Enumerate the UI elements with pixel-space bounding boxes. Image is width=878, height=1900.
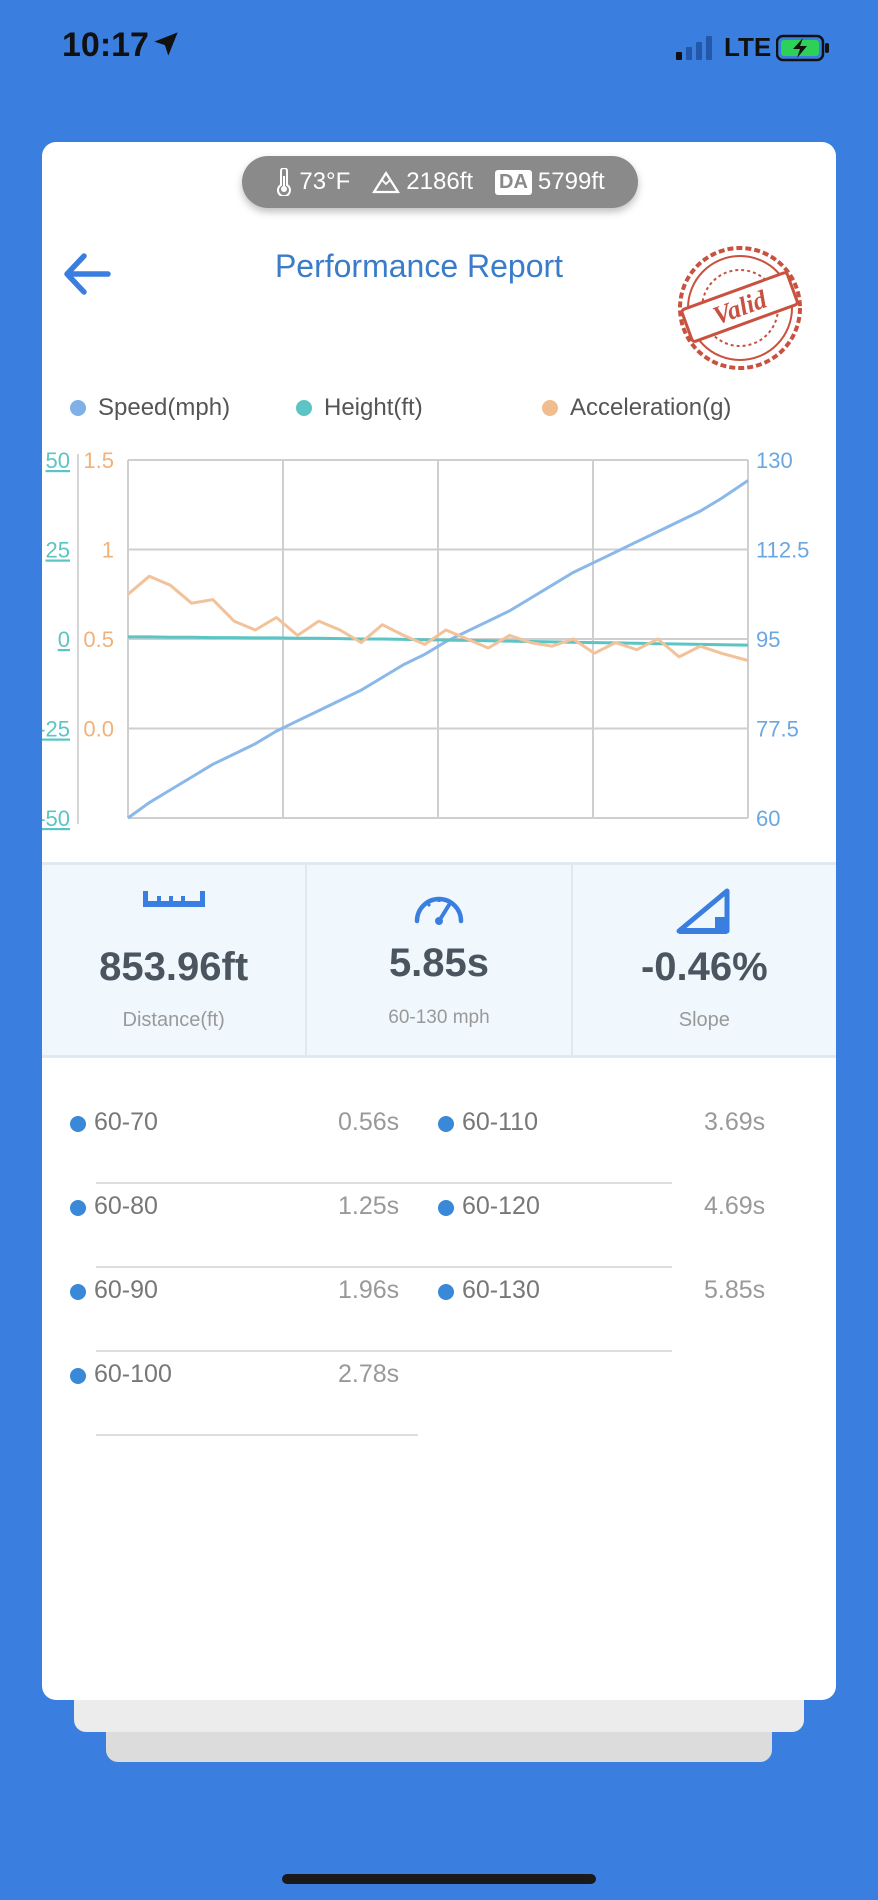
- list-item: 60-90 1.96s: [70, 1270, 418, 1352]
- split-time: 2.78s: [338, 1360, 400, 1388]
- conditions-pill: 73°F 2186ft DA 5799ft: [242, 156, 638, 208]
- list-item: 60-100 2.78s: [70, 1354, 418, 1436]
- legend-dot-height: [296, 400, 312, 416]
- split-range: 60-100: [94, 1360, 172, 1388]
- split-range: 60-130: [462, 1276, 540, 1304]
- elapsed-time-value: 5.85s: [388, 941, 490, 985]
- legend-dot-acceleration: [542, 400, 558, 416]
- list-item: 60-130 5.85s: [382, 1270, 818, 1352]
- altitude-value: 2186ft: [406, 168, 474, 195]
- home-indicator[interactable]: [282, 1874, 596, 1884]
- da-badge: DA: [495, 169, 532, 195]
- right-tick-label: 95: [756, 627, 780, 652]
- left-outer-tick-label: 50: [46, 448, 70, 473]
- right-tick-label: 77.5: [756, 717, 799, 742]
- mountain-icon: [372, 170, 401, 194]
- list-item: 60-80 1.25s: [70, 1186, 418, 1268]
- split-dot: [70, 1368, 86, 1384]
- performance-chart: 50 25 0 -25 -50 1.5 1 0.5 0.0 130 112.5 95 77.5 60: [42, 448, 809, 831]
- split-dot: [70, 1200, 86, 1216]
- right-tick-label: 60: [756, 806, 780, 831]
- page-title-text: Performance Report: [274, 248, 564, 284]
- split-dot: [438, 1116, 454, 1132]
- left-inner-tick-label: 0.0: [83, 717, 114, 742]
- slope-icon: [676, 888, 730, 934]
- temperature-value: 73°F: [299, 168, 351, 195]
- valid-stamp-icon: Valid: [678, 246, 802, 370]
- legend-label-speed: Speed(mph): [98, 394, 231, 421]
- split-dot: [438, 1200, 454, 1216]
- left-inner-tick-label: 1: [102, 538, 114, 563]
- density-altitude-value: 5799ft: [537, 168, 605, 195]
- page-title: Performance Report: [42, 248, 836, 285]
- split-dot: [70, 1116, 86, 1132]
- stat-distance: 853.96ft Distance(ft): [42, 865, 305, 1055]
- left-outer-tick-label: 0: [58, 627, 70, 652]
- left-inner-tick-label: 0.5: [83, 627, 114, 652]
- split-time: 4.69s: [704, 1192, 766, 1220]
- split-range: 60-120: [462, 1192, 540, 1220]
- distance-label: Distance(ft): [122, 1009, 225, 1031]
- right-tick-label: 112.5: [756, 538, 809, 563]
- split-time: 1.96s: [338, 1276, 400, 1304]
- split-range: 60-70: [94, 1108, 158, 1136]
- status-time: 10:17: [62, 26, 149, 64]
- location-arrow-icon: [154, 32, 178, 56]
- left-outer-tick-label: 25: [46, 538, 70, 563]
- legend-item-height: Height(ft): [296, 394, 423, 422]
- altitude-item: 2186ft: [372, 168, 473, 196]
- split-divider: [96, 1434, 418, 1436]
- split-divider: [382, 1182, 672, 1184]
- split-time: 5.85s: [704, 1276, 766, 1304]
- split-divider: [96, 1266, 418, 1268]
- legend-dot-speed: [70, 400, 86, 416]
- left-outer-tick-label: -25: [42, 717, 70, 742]
- legend-item-acceleration: Acceleration(g): [542, 394, 731, 422]
- signal-icon: [676, 36, 712, 60]
- split-range: 60-80: [94, 1192, 158, 1220]
- split-range: 60-110: [462, 1108, 538, 1136]
- split-dot: [70, 1284, 86, 1300]
- left-outer-tick-label: -50: [42, 806, 70, 831]
- slope-value: -0.46%: [640, 945, 768, 989]
- split-time: 3.69s: [704, 1108, 766, 1136]
- network-type: LTE: [724, 32, 772, 62]
- legend-label-acceleration: Acceleration(g): [570, 394, 732, 421]
- list-item: 60-110 3.69s: [382, 1102, 818, 1184]
- ruler-icon: [142, 891, 205, 907]
- slope-label: Slope: [678, 1009, 730, 1031]
- elapsed-time-label: 60-130 mph: [388, 1007, 490, 1028]
- split-divider: [96, 1350, 418, 1352]
- series-line-speed-mph: [127, 479, 749, 820]
- left-inner-tick-label: 1.5: [83, 448, 114, 473]
- list-item: 60-70 0.56s: [70, 1102, 418, 1184]
- speedometer-icon: [414, 896, 464, 925]
- density-altitude-item: DA 5799ft: [495, 168, 605, 196]
- split-range: 60-90: [94, 1276, 158, 1304]
- legend-item-speed: Speed(mph): [70, 394, 230, 422]
- battery-charging-icon: [776, 34, 829, 62]
- series-line-height-ft: [128, 635, 749, 647]
- status-bar: 10:17 LTE: [0, 0, 878, 100]
- split-time: 1.25s: [338, 1192, 400, 1220]
- chart-legend: Speed(mph) Height(ft) Acceleration(g): [62, 394, 822, 430]
- back-arrow-icon[interactable]: [60, 244, 120, 304]
- series-line-acceleration-g: [127, 574, 749, 662]
- legend-label-height: Height(ft): [324, 394, 423, 421]
- split-dot: [438, 1284, 454, 1300]
- split-time: 0.56s: [338, 1108, 400, 1136]
- split-divider: [96, 1182, 418, 1184]
- stats-panel: 853.96ft Distance(ft) 5.85s 60-130 mph -…: [42, 862, 836, 1058]
- report-card: 73°F 2186ft DA 5799ft Performance Report…: [42, 142, 836, 1700]
- split-divider: [382, 1266, 672, 1268]
- split-divider: [382, 1350, 672, 1352]
- stat-elapsed-time: 5.85s 60-130 mph: [305, 865, 570, 1055]
- stat-slope: -0.46% Slope: [570, 865, 836, 1055]
- thermometer-icon: [277, 168, 292, 196]
- temperature-item: 73°F: [275, 168, 350, 196]
- distance-value: 853.96ft: [99, 945, 249, 989]
- list-item: 60-120 4.69s: [382, 1186, 818, 1268]
- right-tick-label: 130: [756, 448, 793, 473]
